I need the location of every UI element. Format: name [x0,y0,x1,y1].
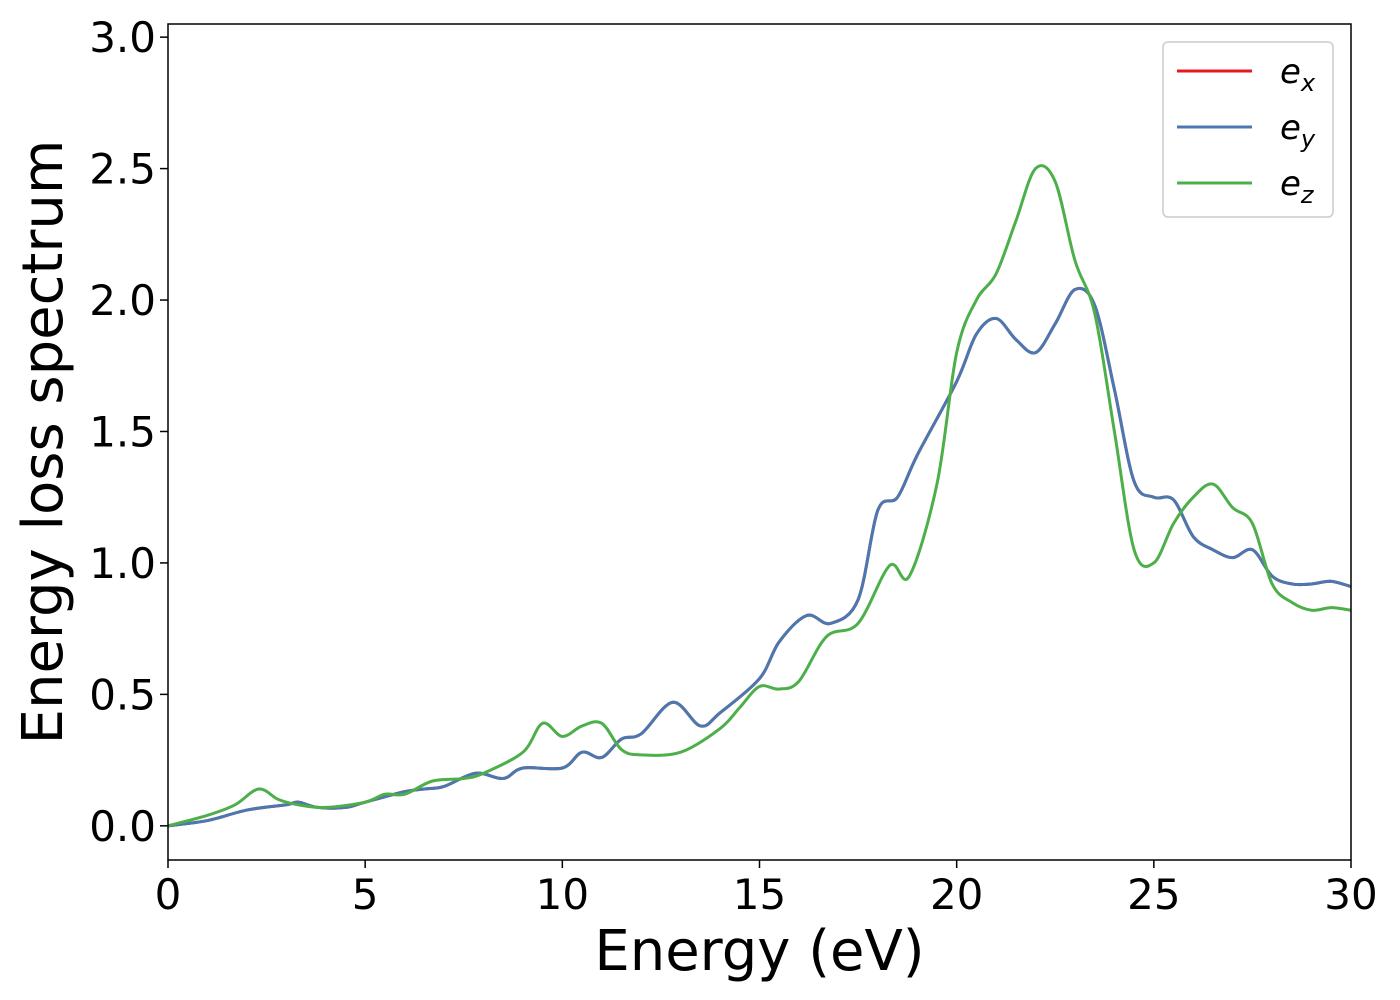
y-tick-label: 1.0 [89,539,156,588]
y-tick-label: 2.5 [89,145,156,194]
x-tick-label: 0 [155,870,182,919]
series-line-z [167,164,1352,828]
x-tick-label: 15 [733,870,786,919]
x-axis: 0 5 10 15 20 25 30 [155,860,1378,919]
series-layer [167,164,1352,828]
y-tick-label: 2.0 [89,276,156,325]
legend-box [1162,41,1334,218]
y-axis-title: Energy loss spectrum [11,140,76,745]
x-tick-label: 5 [352,870,379,919]
y-tick-label: 0.5 [89,670,156,719]
y-axis: 0.0 0.5 1.0 1.5 2.0 2.5 3.0 [89,13,168,851]
y-tick-label: 0.0 [89,802,156,851]
x-tick-label: 10 [536,870,589,919]
x-axis-title: Energy (eV) [594,919,924,984]
x-tick-label: 20 [930,870,983,919]
y-tick-label: 1.5 [89,407,156,456]
x-tick-label: 30 [1324,870,1377,919]
x-tick-label: 25 [1127,870,1180,919]
y-tick-label: 3.0 [89,13,156,62]
